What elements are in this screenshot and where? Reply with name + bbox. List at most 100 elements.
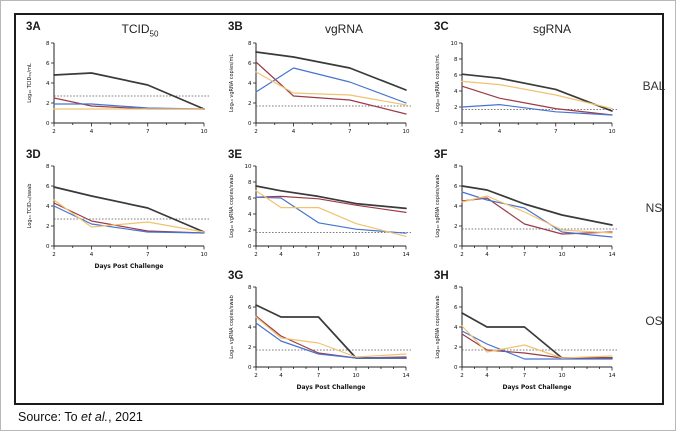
- svg-text:2: 2: [460, 129, 464, 135]
- svg-text:4: 4: [292, 129, 296, 135]
- column-title-sgrna: sgRNA: [532, 22, 571, 36]
- svg-text:4: 4: [498, 129, 502, 135]
- svg-text:4: 4: [485, 252, 489, 258]
- svg-text:2: 2: [454, 224, 458, 230]
- svg-text:7: 7: [523, 373, 527, 379]
- panel-empty: [24, 270, 226, 395]
- svg-text:4: 4: [248, 325, 252, 331]
- svg-text:2: 2: [454, 345, 458, 351]
- svg-text:7: 7: [317, 373, 321, 379]
- svg-text:Log₁₀ sgRNA copies/swab: Log₁₀ sgRNA copies/swab: [435, 174, 441, 237]
- svg-text:8: 8: [46, 164, 50, 170]
- svg-text:7: 7: [523, 252, 527, 258]
- panel-3G-header: 3G: [226, 270, 432, 282]
- column-title-tcid50: TCID50: [121, 22, 159, 39]
- svg-text:Log₁₀ sgRNA copies/mL: Log₁₀ sgRNA copies/mL: [435, 54, 441, 112]
- svg-text:8: 8: [46, 41, 50, 47]
- figure-box: 3A TCID50 0 2 4 6 8 2 4 7 10 Log₁₀ TCID₅₀/mL 3B v…: [14, 13, 666, 405]
- svg-text:4: 4: [248, 212, 252, 218]
- svg-text:8: 8: [454, 285, 458, 291]
- svg-text:2: 2: [254, 129, 258, 135]
- svg-text:2: 2: [248, 101, 252, 107]
- svg-text:14: 14: [609, 252, 616, 258]
- panel-3A-header: 3A TCID50: [24, 21, 226, 39]
- svg-text:7: 7: [146, 129, 150, 135]
- svg-text:2: 2: [248, 345, 252, 351]
- svg-text:8: 8: [454, 164, 458, 170]
- svg-text:4: 4: [248, 81, 252, 87]
- panel-3F: 3F 0 2 4 6 8 2 4 7 10 14 Log₁₀ sgRNA copies/swab: [432, 149, 642, 270]
- svg-text:6: 6: [46, 61, 50, 67]
- row-label-ns: NS: [645, 201, 663, 215]
- svg-text:0: 0: [454, 244, 458, 250]
- svg-text:0: 0: [454, 121, 458, 127]
- svg-text:10: 10: [609, 129, 616, 135]
- panel-label-3C: 3C: [434, 21, 449, 33]
- svg-text:14: 14: [403, 373, 410, 379]
- svg-text:4: 4: [454, 204, 458, 210]
- panel-3C-header: 3C sgRNA: [432, 21, 642, 37]
- svg-text:8: 8: [248, 285, 252, 291]
- svg-text:Log₁₀ TCID₅₀/mL: Log₁₀ TCID₅₀/mL: [27, 63, 33, 103]
- svg-text:7: 7: [317, 252, 321, 258]
- svg-text:4: 4: [46, 81, 50, 87]
- svg-text:2: 2: [46, 224, 50, 230]
- svg-text:6: 6: [46, 184, 50, 190]
- svg-text:Days Post Challenge: Days Post Challenge: [502, 384, 571, 391]
- row-label-bal: BAL: [642, 79, 666, 93]
- panel-3B-header: 3B vgRNA: [226, 21, 432, 37]
- svg-text:Log₁₀ vgRNA copies/swab: Log₁₀ vgRNA copies/swab: [229, 174, 235, 238]
- svg-text:10: 10: [353, 252, 360, 258]
- svg-text:4: 4: [46, 204, 50, 210]
- svg-text:10: 10: [201, 252, 208, 258]
- svg-text:10: 10: [403, 129, 410, 135]
- panel-3B: 3B vgRNA 0 2 4 6 8 2 4 7 10 Log₁₀ vgRNA copies/mL: [226, 21, 432, 149]
- svg-text:2: 2: [254, 252, 258, 258]
- svg-text:10: 10: [559, 252, 566, 258]
- panel-label-3B: 3B: [228, 21, 243, 33]
- svg-text:4: 4: [454, 325, 458, 331]
- svg-text:2: 2: [52, 252, 56, 258]
- svg-text:4: 4: [90, 252, 94, 258]
- svg-text:2: 2: [52, 129, 56, 135]
- svg-text:6: 6: [454, 73, 458, 79]
- svg-text:7: 7: [146, 252, 150, 258]
- svg-text:10: 10: [353, 373, 360, 379]
- svg-text:4: 4: [90, 129, 94, 135]
- svg-text:Log₁₀ sgRNA copies/swab: Log₁₀ sgRNA copies/swab: [435, 295, 441, 358]
- panel-3F-header: 3F: [432, 149, 642, 161]
- panel-label-3H: 3H: [434, 270, 449, 282]
- svg-text:Days Post Challenge: Days Post Challenge: [296, 384, 365, 391]
- svg-text:8: 8: [454, 57, 458, 63]
- svg-text:10: 10: [245, 164, 252, 170]
- panel-3H: 3H 0 2 4 6 8 2 4 7 10 14 Log₁₀ sgRNA copies/swab Da…: [432, 270, 642, 395]
- svg-text:0: 0: [46, 121, 50, 127]
- panel-3C: 3C sgRNA 0 2 4 6 8 10 2 4 7 10 Log₁₀ sgRNA copies/…: [432, 21, 642, 149]
- svg-text:Log₁₀ TCID₅₀/swab: Log₁₀ TCID₅₀/swab: [27, 184, 33, 229]
- svg-text:10: 10: [559, 373, 566, 379]
- svg-text:0: 0: [248, 244, 252, 250]
- svg-text:14: 14: [609, 373, 616, 379]
- panel-3E-header: 3E: [226, 149, 432, 161]
- panel-label-3D: 3D: [26, 149, 41, 161]
- svg-text:10: 10: [201, 129, 208, 135]
- panel-label-3E: 3E: [228, 149, 243, 161]
- panel-3G: 3G 0 2 4 6 8 2 4 7 10 14 Log₁₀ vgRNA copies/swab Da…: [226, 270, 432, 395]
- svg-text:2: 2: [460, 373, 464, 379]
- panel-3D: 3D 0 2 4 6 8 2 4 7 10 Log₁₀ TCID₅₀/swab Days Post …: [24, 149, 226, 270]
- panel-label-3G: 3G: [228, 270, 244, 282]
- svg-text:0: 0: [454, 365, 458, 371]
- svg-text:10: 10: [451, 41, 458, 47]
- svg-text:6: 6: [454, 184, 458, 190]
- svg-text:14: 14: [403, 252, 410, 258]
- svg-text:7: 7: [348, 129, 352, 135]
- panel-3H-header: 3H: [432, 270, 642, 282]
- svg-text:0: 0: [248, 365, 252, 371]
- svg-text:Days Post Challenge: Days Post Challenge: [94, 263, 163, 270]
